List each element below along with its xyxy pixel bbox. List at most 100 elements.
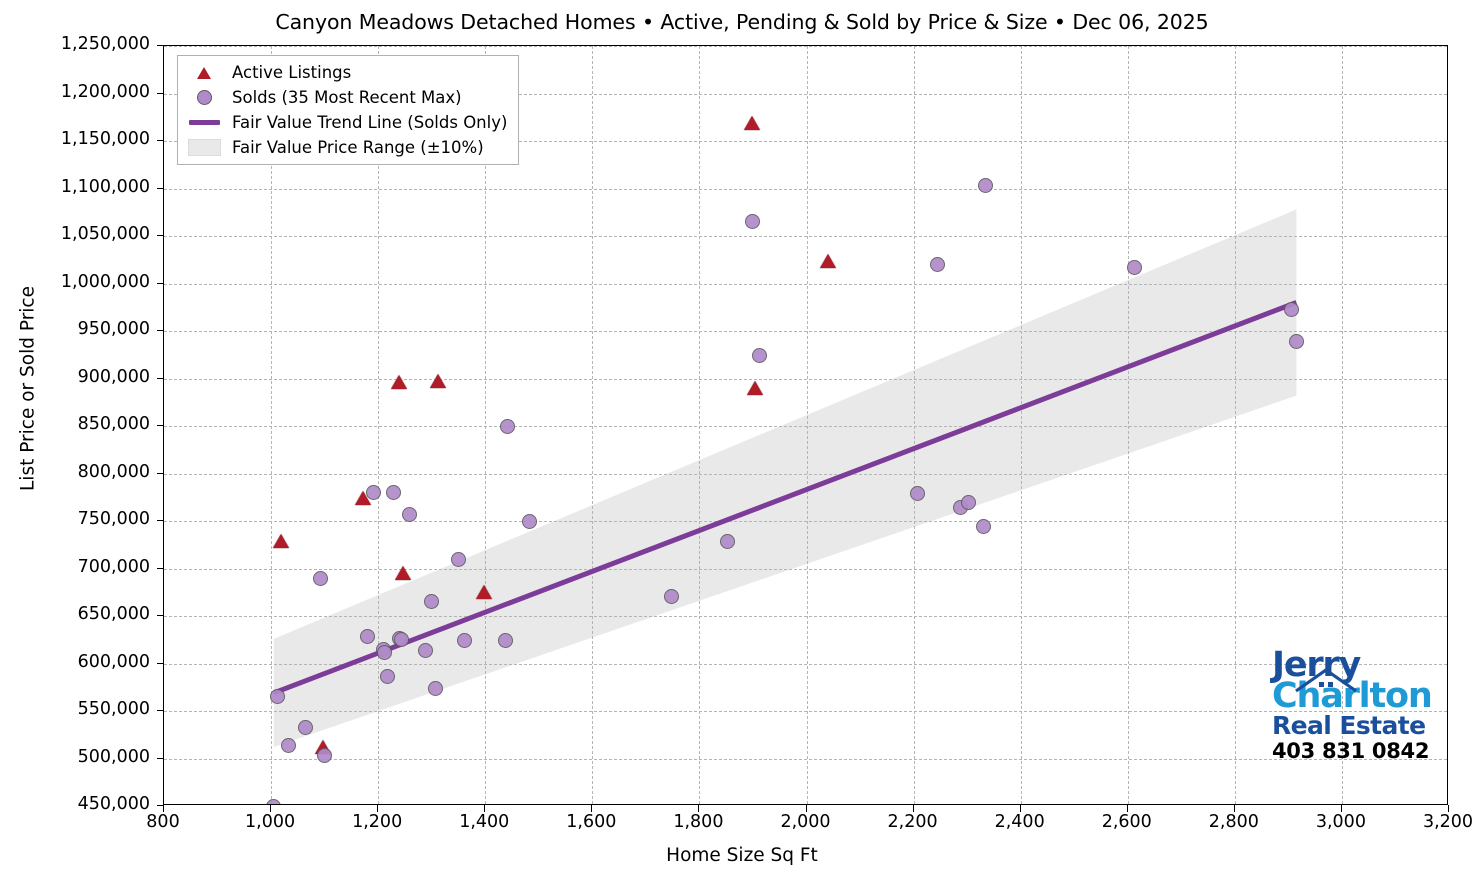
x-tick-mark: [1233, 805, 1235, 812]
sold-listing-point[interactable]: [450, 551, 466, 567]
y-tick-label: 450,000: [77, 794, 150, 814]
trend-line-path: [272, 300, 1298, 696]
sold-listing-point[interactable]: [312, 570, 328, 586]
legend-item-solds[interactable]: Solds (35 Most Recent Max): [187, 88, 507, 107]
sold-listing-point[interactable]: [280, 737, 296, 753]
y-tick-mark: [157, 282, 164, 284]
sold-listing-point[interactable]: [457, 633, 473, 649]
y-tick-label: 550,000: [77, 699, 150, 719]
x-tick-mark: [912, 805, 914, 812]
sold-listing-point[interactable]: [975, 519, 991, 535]
active-listing-point[interactable]: [820, 254, 837, 269]
active-listing-point[interactable]: [429, 373, 446, 388]
sold-listing-point[interactable]: [359, 629, 375, 645]
sold-listing-point[interactable]: [424, 594, 440, 610]
x-tick-label: 2,200: [887, 812, 938, 832]
plot-area: [163, 45, 1448, 805]
active-listing-point[interactable]: [744, 116, 761, 131]
legend-label: Solds (35 Most Recent Max): [232, 88, 462, 107]
sold-listing-point[interactable]: [1288, 333, 1304, 349]
x-tick-mark: [591, 805, 593, 812]
sold-listing-point[interactable]: [745, 214, 761, 230]
active-listing-point[interactable]: [475, 584, 492, 599]
y-tick-mark: [157, 235, 164, 236]
y-axis-label: List Price or Sold Price: [17, 286, 39, 491]
legend-item-range[interactable]: Fair Value Price Range (±10%): [187, 138, 507, 157]
y-tick-mark: [157, 757, 164, 759]
sold-listing-point[interactable]: [664, 588, 680, 604]
sold-listing-point[interactable]: [910, 485, 926, 501]
sold-listing-point[interactable]: [380, 669, 396, 685]
gridline-vertical: [1127, 46, 1129, 804]
legend-label: Fair Value Price Range (±10%): [232, 138, 484, 157]
sold-listing-point[interactable]: [317, 748, 333, 764]
x-tick-label: 1,600: [566, 812, 617, 832]
y-tick-label: 950,000: [77, 319, 150, 339]
sold-listing-point[interactable]: [978, 178, 994, 194]
sold-listing-point[interactable]: [417, 642, 433, 658]
y-tick-label: 750,000: [77, 509, 150, 529]
sold-listing-point[interactable]: [366, 485, 382, 500]
x-tick-mark: [377, 805, 379, 812]
fair-value-trend-line: [272, 300, 1298, 696]
house-roof-icon: [1295, 668, 1357, 693]
y-tick-mark: [157, 330, 164, 331]
sold-listing-point[interactable]: [377, 644, 393, 660]
gridline-horizontal: [164, 93, 1447, 95]
sold-listing-point[interactable]: [1283, 301, 1299, 317]
x-tick-label: 800: [146, 812, 180, 832]
gridline-horizontal: [164, 46, 1447, 47]
gridline-horizontal: [164, 663, 1447, 665]
brand-watermark: Jerry Charlton Real Estate 403 831 0842: [1272, 648, 1433, 763]
gridline-horizontal: [164, 711, 1447, 712]
sold-listing-point[interactable]: [960, 494, 976, 510]
band-swatch-icon: [187, 139, 221, 156]
y-tick-label: 900,000: [77, 366, 150, 387]
fair-value-band-polygon: [273, 209, 1297, 748]
chart-legend: Active Listings Solds (35 Most Recent Ma…: [177, 55, 520, 165]
y-tick-mark: [157, 662, 164, 664]
sold-listing-point[interactable]: [930, 257, 946, 272]
gridline-vertical: [1234, 46, 1236, 804]
sold-listing-point[interactable]: [521, 514, 537, 530]
y-tick-mark: [157, 187, 164, 189]
legend-item-active[interactable]: Active Listings: [187, 63, 507, 82]
sold-listing-point[interactable]: [385, 485, 401, 500]
sold-listing-point[interactable]: [401, 506, 417, 522]
gridline-horizontal: [164, 616, 1447, 617]
active-listing-point[interactable]: [395, 565, 412, 580]
gridline-vertical: [913, 46, 915, 804]
x-tick-label: 2,600: [1101, 812, 1152, 832]
active-listing-point[interactable]: [273, 534, 290, 549]
logo-name-last-text: Charlton: [1272, 676, 1433, 716]
y-tick-label: 650,000: [77, 604, 150, 624]
sold-listing-point[interactable]: [270, 689, 285, 705]
sold-listing-point[interactable]: [500, 418, 516, 434]
gridline-vertical: [378, 46, 380, 804]
y-tick-mark: [157, 140, 164, 141]
sold-listing-point[interactable]: [394, 632, 410, 648]
legend-item-trend[interactable]: Fair Value Trend Line (Solds Only): [187, 113, 507, 132]
x-tick-label: 1,400: [459, 812, 510, 832]
y-tick-mark: [157, 45, 164, 46]
active-listing-point[interactable]: [391, 374, 408, 389]
sold-listing-point[interactable]: [751, 348, 767, 364]
x-tick-mark: [1126, 805, 1128, 812]
y-tick-label: 1,000,000: [60, 271, 150, 292]
sold-listing-point[interactable]: [298, 719, 314, 735]
gridline-vertical: [592, 46, 594, 804]
logo-phone: 403 831 0842: [1272, 739, 1430, 763]
gridline-horizontal: [164, 236, 1447, 237]
sold-listing-point[interactable]: [428, 680, 444, 696]
active-listing-point[interactable]: [747, 381, 764, 396]
x-tick-mark: [805, 805, 807, 812]
sold-listing-point[interactable]: [719, 534, 735, 550]
gridline-horizontal: [164, 758, 1447, 760]
x-tick-mark: [163, 805, 164, 812]
gridline-horizontal: [164, 141, 1447, 142]
page-title: Canyon Meadows Detached Homes • Active, …: [275, 10, 1209, 34]
sold-listing-point[interactable]: [498, 633, 514, 649]
gridline-vertical: [806, 46, 808, 804]
sold-listing-point[interactable]: [1126, 259, 1142, 275]
